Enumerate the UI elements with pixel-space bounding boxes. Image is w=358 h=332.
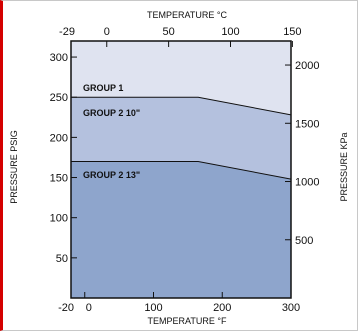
left-tick-label: 100: [50, 213, 68, 225]
top-tick-label: 0: [104, 26, 110, 38]
pressure-temperature-chart: -20 0 100 200 300 -29 0 50 100 150 50 100 150 200 25…: [9, 10, 349, 326]
top-tick-label: 100: [221, 26, 239, 38]
bottom-axis-title: TEMPERATURE °F: [148, 316, 227, 326]
area-3: [71, 161, 291, 298]
bottom-tick-label: 0: [86, 302, 92, 314]
top-axis-title: TEMPERATURE °C: [147, 10, 227, 20]
bottom-tick-label: 100: [144, 302, 162, 314]
left-tick-label: 200: [50, 132, 68, 144]
top-tick-label: 150: [283, 26, 301, 38]
right-tick-label: 1000: [295, 177, 319, 189]
left-tick-label: 50: [56, 253, 68, 265]
group-labels: GROUP 1 GROUP 2 10" GROUP 2 13": [83, 83, 140, 180]
group-label-2: GROUP 2 10": [83, 108, 140, 118]
left-axis-title: PRESSURE PSIG: [9, 130, 19, 204]
left-axis: 50 100 150 200 250 300: [50, 52, 77, 265]
top-tick-label: 50: [163, 26, 175, 38]
bottom-tick-label: 300: [282, 302, 300, 314]
top-tick-label: -29: [59, 26, 75, 38]
left-tick-label: 300: [50, 52, 68, 64]
bottom-axis: -20 0 100 200 300: [58, 292, 300, 314]
group-label-3: GROUP 2 13": [83, 170, 140, 180]
bottom-tick-label: -20: [58, 302, 74, 314]
right-axis: 500 1000 1500 2000: [285, 60, 319, 247]
bottom-tick-label: 200: [213, 302, 231, 314]
right-tick-label: 2000: [295, 60, 319, 72]
plot-border: [70, 40, 292, 299]
top-axis: -29 0 50 100 150: [59, 26, 302, 47]
boundary-line-1: [71, 96, 292, 116]
group-label-1: GROUP 1: [83, 83, 123, 93]
boundary-line-2: [71, 160, 292, 180]
right-tick-label: 500: [295, 235, 313, 247]
left-tick-label: 150: [50, 173, 68, 185]
area-layer: [71, 41, 292, 298]
left-tick-label: 250: [50, 92, 68, 104]
right-tick-label: 1500: [295, 118, 319, 130]
right-axis-title: PRESSURE KPa: [339, 132, 349, 201]
